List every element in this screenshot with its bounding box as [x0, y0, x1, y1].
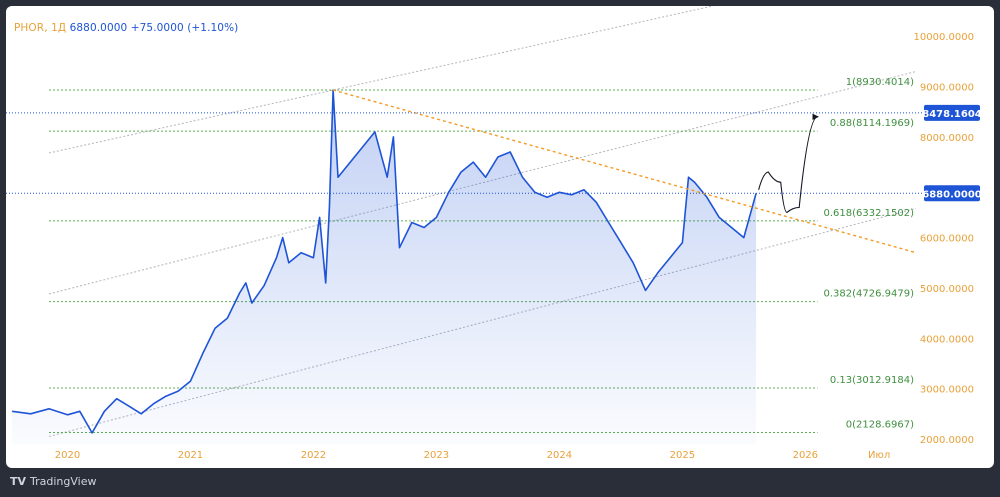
price-badge-1 — [924, 185, 980, 202]
symbol-legend: PHOR, 1Д 6880.0000 +75.0000 (+1.10%) — [14, 22, 238, 34]
close-value: 6880.0000 — [69, 22, 128, 34]
fib-label-0: 1(8930.4014) — [846, 77, 914, 88]
fib-label-3: 0.382(4726.9479) — [823, 289, 914, 300]
fib-label-4: 0.13(3012.9184) — [830, 375, 914, 386]
channel-line-2 — [48, 6, 715, 154]
fib-label-5: 0(2128.6967) — [846, 419, 914, 430]
y-tick-3: 5000.0000 — [920, 284, 974, 295]
price-line — [11, 89, 757, 434]
y-tick-5: 8000.0000 — [920, 133, 974, 144]
y-tick-7: 10000.0000 — [914, 32, 974, 43]
x-tick-2023: 2023 — [424, 450, 449, 461]
x-tick-2022: 2022 — [301, 450, 326, 461]
symbol-label: PHOR, 1Д — [14, 22, 67, 34]
x-tick-Июл: Июл — [868, 450, 890, 461]
y-tick-6: 9000.0000 — [920, 83, 974, 94]
y-tick-2: 4000.0000 — [920, 334, 974, 345]
x-tick-2021: 2021 — [178, 450, 203, 461]
x-tick-2026: 2026 — [793, 450, 818, 461]
price-badge-label-1: 6880.0000 — [922, 189, 982, 200]
x-tick-2025: 2025 — [670, 450, 695, 461]
price-badge-label-0: 8478.1604 — [922, 109, 982, 120]
y-tick-0: 2000.0000 — [920, 435, 974, 446]
change-value: +75.0000 (+1.10%) — [130, 22, 239, 34]
projection-arrow — [758, 113, 819, 213]
fib-label-2: 0.618(6332.1502) — [823, 208, 914, 219]
price-badge-0 — [924, 104, 980, 121]
price-chart[interactable]: 2020 2021 2022 2023 2024 2025 2026 Июл 2000.000… — [6, 6, 994, 468]
fib-label-1: 0.88(8114.1969) — [830, 118, 914, 129]
y-tick-4: 6000.0000 — [920, 234, 974, 245]
chart-panel[interactable]: 2020 2021 2022 2023 2024 2025 2026 Июл 2000.000… — [6, 6, 994, 468]
tradingview-watermark: 𝗧𝗩 TradingView — [10, 475, 97, 488]
trend-line — [332, 89, 917, 254]
tradingview-logo-icon: 𝗧𝗩 — [10, 475, 27, 488]
price-area — [12, 90, 757, 444]
x-tick-2020: 2020 — [55, 450, 80, 461]
brand-label: TradingView — [30, 475, 97, 488]
y-tick-1: 3000.0000 — [920, 385, 974, 396]
x-tick-2024: 2024 — [547, 450, 572, 461]
channel-line-1 — [48, 70, 917, 295]
